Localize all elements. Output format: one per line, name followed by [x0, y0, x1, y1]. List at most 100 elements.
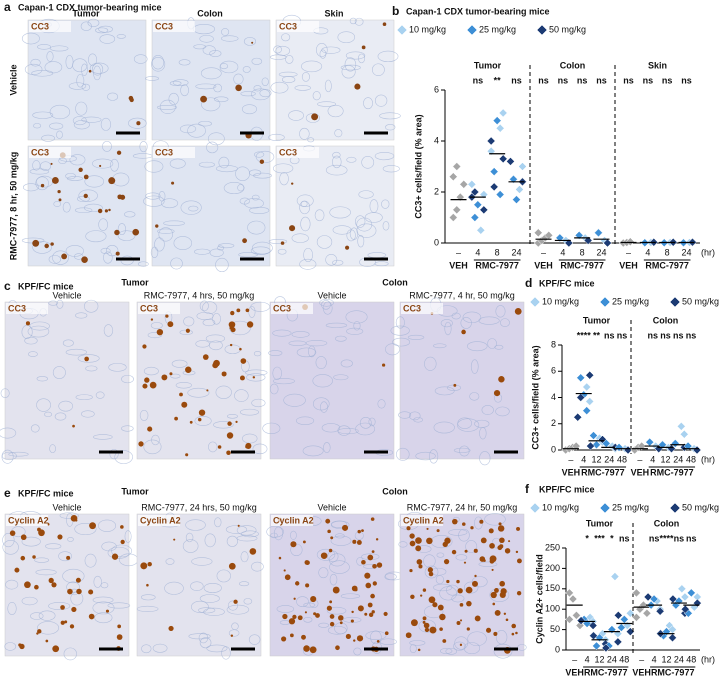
- tissue-texture: [63, 647, 77, 661]
- stain-spot: [168, 625, 174, 632]
- stain-spot: [442, 541, 448, 548]
- tissue-texture: [49, 104, 71, 120]
- stain-spot: [120, 539, 125, 545]
- stain-spot: [120, 525, 124, 529]
- tissue-texture: [332, 155, 342, 169]
- data-point: [592, 641, 601, 651]
- x-group-label: VEH: [534, 260, 553, 270]
- tissue-texture: [337, 31, 356, 44]
- tissue-texture: [358, 190, 374, 199]
- tissue-texture: [143, 195, 165, 207]
- tissue-texture: [102, 140, 112, 152]
- tissue-texture: [185, 532, 194, 543]
- tissue-texture: [49, 122, 64, 130]
- stain-spot: [439, 613, 446, 621]
- tissue-texture: [329, 573, 338, 586]
- tissue-texture: [455, 554, 468, 561]
- tissue-texture: [353, 321, 361, 331]
- stain-tag: Cyclin A2: [8, 515, 49, 525]
- data-point: [670, 439, 680, 448]
- data-point: [576, 373, 586, 383]
- tissue-texture: [77, 354, 100, 363]
- stain-tag: Cyclin A2: [273, 515, 314, 525]
- tissue-texture: [354, 215, 366, 228]
- stain-spot: [165, 314, 169, 318]
- stain-spot: [230, 310, 235, 316]
- tissue-texture: [36, 398, 51, 412]
- stain-spot: [330, 536, 334, 540]
- stain-tag-bg: [138, 303, 180, 314]
- tissue-texture: [72, 58, 88, 73]
- tissue-texture: [266, 525, 284, 538]
- stain-spot: [185, 366, 192, 373]
- tissue-texture: [195, 83, 217, 90]
- significance-label: ns: [686, 533, 697, 543]
- y-tick-label: 2: [434, 186, 439, 196]
- tissue-texture: [332, 151, 341, 159]
- tissue-texture: [357, 235, 365, 248]
- data-point: [533, 228, 543, 238]
- tissue-texture: [493, 643, 513, 659]
- tissue-texture: [147, 332, 163, 339]
- data-point: [572, 610, 581, 620]
- stain-spot: [505, 618, 509, 622]
- stain-spot: [424, 627, 430, 633]
- tissue-texture: [255, 150, 275, 163]
- stain-spot: [58, 198, 62, 202]
- tissue-texture: [199, 300, 209, 312]
- tissue-texture: [300, 216, 311, 232]
- tissue-texture: [247, 220, 266, 235]
- stain-spot: [301, 634, 306, 640]
- stain-spot: [202, 354, 209, 360]
- stain-spot: [365, 582, 372, 589]
- tissue-texture: [409, 640, 426, 646]
- legend-marker: [599, 296, 611, 308]
- stain-spot: [459, 603, 464, 607]
- tissue-texture: [226, 604, 250, 615]
- group-label: Tumor: [121, 277, 149, 287]
- chart-title: KPF/FC mice: [539, 278, 595, 288]
- tissue-texture: [0, 427, 17, 439]
- stain-spot: [171, 181, 175, 185]
- tissue-texture: [213, 421, 234, 429]
- tissue-texture: [457, 417, 472, 429]
- tissue-texture: [29, 168, 50, 175]
- legend-label: 25 mg/kg: [612, 502, 649, 512]
- tissue-texture: [206, 141, 219, 154]
- x-group-label: RMC-7977: [560, 260, 604, 270]
- stain-spot: [309, 646, 317, 654]
- tissue-texture: [98, 218, 109, 231]
- data-point: [607, 625, 617, 634]
- stain-spot: [356, 540, 362, 545]
- tissue-texture: [340, 64, 361, 71]
- tissue-texture: [221, 28, 230, 36]
- y-tick-label: 50: [550, 624, 560, 634]
- tissue-texture: [76, 74, 85, 88]
- stain-spot: [229, 343, 233, 347]
- tissue-texture: [62, 568, 85, 584]
- tissue-texture: [139, 141, 148, 153]
- stain-spot: [350, 619, 354, 623]
- y-tick-label: 8: [551, 339, 556, 349]
- stain-spot: [459, 643, 463, 647]
- panel-letter: e: [4, 486, 11, 500]
- stain-spot: [235, 84, 242, 92]
- stain-spot: [227, 421, 232, 426]
- data-point: [643, 592, 653, 602]
- stain-spot: [37, 629, 42, 634]
- tissue-texture: [409, 411, 421, 421]
- panel-letter: b: [392, 4, 399, 18]
- stain-tag: Cyclin A2: [403, 515, 444, 525]
- stain-spot: [515, 550, 519, 554]
- tissue-texture: [32, 241, 52, 254]
- y-tick-label: 100: [545, 604, 560, 614]
- tissue-texture: [333, 374, 349, 381]
- tissue-texture: [98, 519, 117, 532]
- stain-spot: [493, 631, 498, 636]
- x-tick-label: 24: [674, 654, 684, 664]
- stain-spot: [442, 639, 447, 643]
- legend-marker: [669, 502, 681, 514]
- tissue-texture: [371, 63, 385, 76]
- tissue-texture: [159, 99, 176, 114]
- stain-tag: CC3: [140, 303, 158, 313]
